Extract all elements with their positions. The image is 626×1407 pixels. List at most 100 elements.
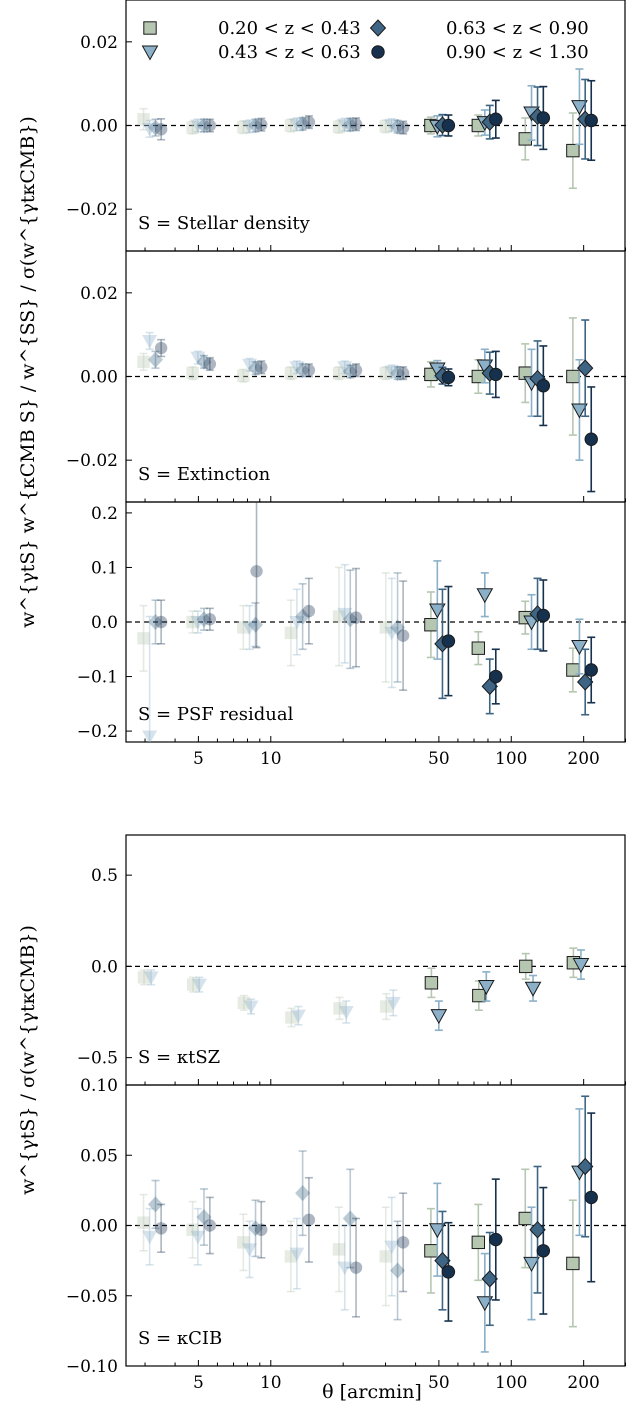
triangle-marker	[338, 1006, 354, 1020]
square-marker	[379, 621, 392, 634]
circle-marker	[154, 1222, 168, 1235]
triangle-marker	[571, 100, 588, 116]
triangle-marker	[384, 365, 400, 379]
panel-label: S = Stellar density	[138, 213, 311, 234]
triangle-marker	[384, 1240, 400, 1255]
square-marker	[186, 978, 200, 991]
circle-marker	[349, 611, 363, 624]
circle-marker	[441, 1265, 456, 1279]
legend-item: 0.90 < z < 1.30	[371, 42, 589, 63]
triangle-marker	[571, 640, 588, 656]
diamond-marker	[577, 1157, 594, 1176]
square-marker	[237, 120, 250, 134]
triangle-marker	[384, 119, 400, 133]
square-marker	[519, 959, 533, 974]
legend-label: 0.43 < z < 0.63	[218, 42, 361, 63]
diamond-marker	[390, 1262, 406, 1279]
circle-marker	[536, 608, 551, 623]
diamond-marker	[248, 616, 264, 633]
triangle-marker	[428, 603, 446, 619]
square-marker	[566, 1256, 580, 1271]
square-marker	[471, 641, 486, 655]
triangle-marker	[242, 358, 258, 373]
circle-marker	[584, 663, 598, 677]
data-points	[137, 68, 598, 190]
y-tick-label: 0.10	[80, 1076, 118, 1096]
diamond-marker	[147, 1196, 163, 1213]
circle-marker	[349, 118, 363, 131]
x-tick-label: 200	[567, 1373, 599, 1393]
square-marker	[471, 1235, 486, 1250]
triangle-marker	[572, 958, 590, 974]
circle-marker	[396, 629, 410, 642]
diamond-marker	[434, 1251, 451, 1270]
data-points	[137, 1095, 598, 1353]
square-marker	[566, 369, 580, 384]
y-tick-label: 0.5	[91, 866, 118, 886]
diamond-marker	[390, 118, 406, 135]
y-tick-label: −0.05	[66, 1287, 118, 1307]
circle-marker	[302, 364, 316, 377]
triangle-marker	[428, 1223, 446, 1239]
legend-label: 0.90 < z < 1.30	[446, 42, 589, 63]
legend-item: 0.63 < z < 0.90	[369, 18, 589, 39]
triangle-marker	[337, 607, 353, 622]
triangle-legend-icon	[141, 45, 159, 61]
diamond-marker	[196, 117, 212, 134]
circle-marker	[536, 111, 551, 125]
y-tick-label: −0.02	[66, 451, 118, 471]
circle-marker	[349, 1261, 363, 1274]
square-marker	[424, 618, 438, 632]
triangle-marker	[289, 361, 305, 375]
panel-2: −0.02 0.00 0.02 S = Extinction	[66, 250, 626, 503]
diamond-marker	[295, 362, 311, 379]
circle-marker	[255, 361, 268, 374]
triangle-marker	[242, 1243, 258, 1257]
square-marker	[332, 610, 346, 623]
x-axis-label: θ [arcmin]	[322, 1381, 422, 1403]
y-tick-label: 0.00	[80, 368, 118, 388]
square-marker	[137, 971, 151, 984]
triangle-marker	[242, 621, 258, 635]
triangle-marker	[476, 588, 494, 604]
diamond-marker	[248, 360, 264, 377]
square-marker	[333, 1002, 346, 1015]
y-tick-label: 0.05	[80, 1146, 118, 1166]
diamond-marker	[248, 1220, 264, 1237]
circle-marker	[536, 1244, 551, 1258]
diamond-marker	[342, 116, 358, 133]
circle-marker	[489, 1232, 503, 1247]
square-marker	[186, 366, 199, 380]
triangle-marker	[337, 1261, 353, 1276]
y-tick-label: 0.2	[91, 504, 118, 524]
square-marker	[137, 1216, 150, 1229]
circle-marker	[536, 379, 551, 393]
diamond-legend-icon	[369, 19, 387, 37]
diamond-marker	[196, 611, 212, 628]
circle-marker	[396, 121, 410, 134]
x-tick-label: 50	[428, 1373, 450, 1393]
diamond-marker	[196, 1209, 212, 1226]
y-tick-label: 0.00	[80, 117, 118, 137]
panel-4: −0.5 0.0 0.5 S = κtSZ	[77, 834, 626, 1086]
circle-marker	[441, 118, 456, 133]
legend-item: 0.43 < z < 0.63	[141, 42, 361, 63]
square-marker	[186, 615, 199, 629]
square-marker	[284, 1250, 298, 1263]
circle-marker	[255, 1223, 268, 1236]
diamond-marker	[342, 363, 358, 380]
circle-marker	[441, 370, 456, 385]
diamond-marker	[577, 359, 594, 377]
circle-marker	[203, 1219, 217, 1232]
circle-marker	[396, 1236, 410, 1249]
diamond-marker	[147, 351, 163, 368]
x-tick-label: 100	[495, 749, 527, 769]
triangle-marker	[142, 334, 158, 349]
panel-3: −0.2 −0.1 0.0 0.1 0.2 5 10 50 100 200 S = PSF resi…	[77, 501, 626, 769]
panel-label: S = PSF residual	[138, 704, 294, 725]
y-tick-label: 0.02	[80, 33, 118, 53]
circle-marker	[489, 669, 503, 684]
circle-marker	[396, 366, 410, 380]
triangle-marker	[143, 971, 159, 985]
